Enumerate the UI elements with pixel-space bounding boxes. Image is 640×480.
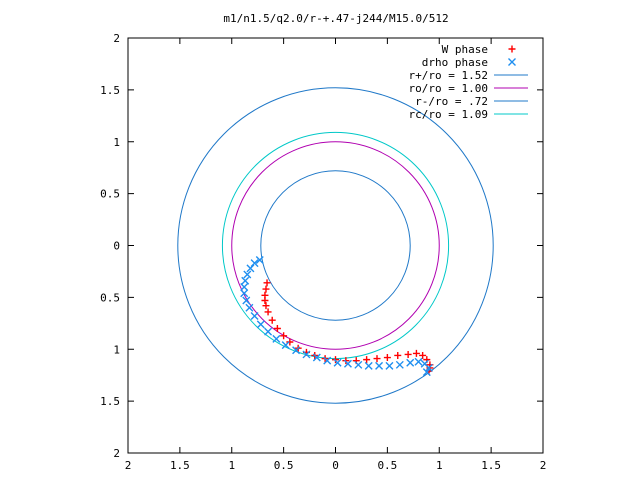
data-point [343, 359, 352, 368]
reference-circle-4 [221, 131, 450, 360]
reference-circles [177, 87, 494, 404]
data-point [292, 346, 301, 355]
data-point [262, 302, 270, 310]
data-point [414, 357, 423, 366]
y-tick-label: 1 [113, 343, 120, 356]
data-point [373, 355, 381, 363]
legend-marker [508, 45, 516, 53]
x-tick-label: 0 [332, 459, 339, 472]
y-tick-label: 1 [113, 136, 120, 149]
legend-label: drho phase [422, 56, 488, 69]
x-tick-label: 0.5 [377, 459, 397, 472]
axis-ticks: 2 1.5 1 0.5 0 0.5 1 1.5 221.510.500.511.52 [100, 32, 546, 472]
data-point [264, 308, 272, 316]
data-point [250, 259, 259, 268]
data-point [255, 256, 264, 265]
legend-label: ro/ro = 1.00 [409, 82, 488, 95]
data-point [394, 351, 402, 359]
x-tick-label: 1 [228, 459, 235, 472]
y-tick-label: 0.5 [100, 291, 120, 304]
x-tick-label: 1.5 [481, 459, 501, 472]
data-point [280, 332, 288, 340]
data-point [246, 264, 255, 273]
data-point [268, 316, 276, 324]
reference-circle-3 [260, 170, 411, 321]
y-tick-label: 2 [113, 447, 120, 460]
legend-label: r+/ro = 1.52 [409, 69, 488, 82]
data-point [412, 349, 420, 357]
x-tick-label: 2 [125, 459, 132, 472]
data-point [424, 363, 433, 372]
data-point [363, 356, 371, 364]
x-tick-label: 1.5 [170, 459, 190, 472]
series-2 [240, 256, 433, 377]
data-point [364, 361, 373, 370]
legend-label: rc/ro = 1.09 [409, 108, 488, 121]
data-point [422, 368, 431, 377]
data-point [426, 364, 434, 372]
legend-label: W phase [442, 43, 488, 56]
data-point [354, 360, 363, 369]
data-point [240, 289, 249, 298]
y-tick-label: 2 [113, 32, 120, 45]
data-series [240, 256, 434, 377]
data-point [256, 320, 265, 329]
data-point [242, 296, 251, 305]
data-point [261, 296, 269, 304]
data-point [263, 279, 271, 287]
y-tick-label: 1.5 [100, 395, 120, 408]
data-point [250, 312, 259, 321]
y-tick-label: 0.5 [100, 188, 120, 201]
data-point [286, 338, 294, 346]
legend-marker [508, 58, 516, 66]
y-tick-label: 0 [113, 240, 120, 253]
data-point [395, 360, 404, 369]
data-point [342, 357, 350, 365]
data-point [264, 327, 273, 336]
data-point [385, 361, 394, 370]
data-point [404, 350, 412, 358]
reference-circle-2 [231, 141, 440, 350]
x-tick-label: 0.5 [274, 459, 294, 472]
data-point [375, 361, 384, 370]
legend-label: r-/ro = .72 [415, 95, 488, 108]
data-point [262, 285, 270, 293]
x-tick-label: 1 [436, 459, 443, 472]
data-point [243, 270, 252, 279]
chart-title: m1/n1.5/q2.0/r-+.47-j244/M15.0/512 [223, 12, 448, 25]
data-point [245, 303, 254, 312]
data-point [240, 283, 249, 291]
data-point [281, 341, 290, 350]
data-point [419, 351, 427, 359]
data-point [302, 350, 311, 359]
data-point [272, 334, 281, 343]
x-tick-label: 2 [540, 459, 547, 472]
y-tick-label: 1.5 [100, 84, 120, 97]
data-point [333, 358, 342, 367]
data-point [273, 325, 281, 332]
data-point [323, 356, 332, 365]
reference-circle-1 [177, 87, 494, 404]
data-point [406, 358, 415, 367]
data-point [241, 276, 250, 285]
data-point [312, 353, 321, 362]
data-point [332, 356, 339, 364]
data-point [383, 354, 391, 362]
